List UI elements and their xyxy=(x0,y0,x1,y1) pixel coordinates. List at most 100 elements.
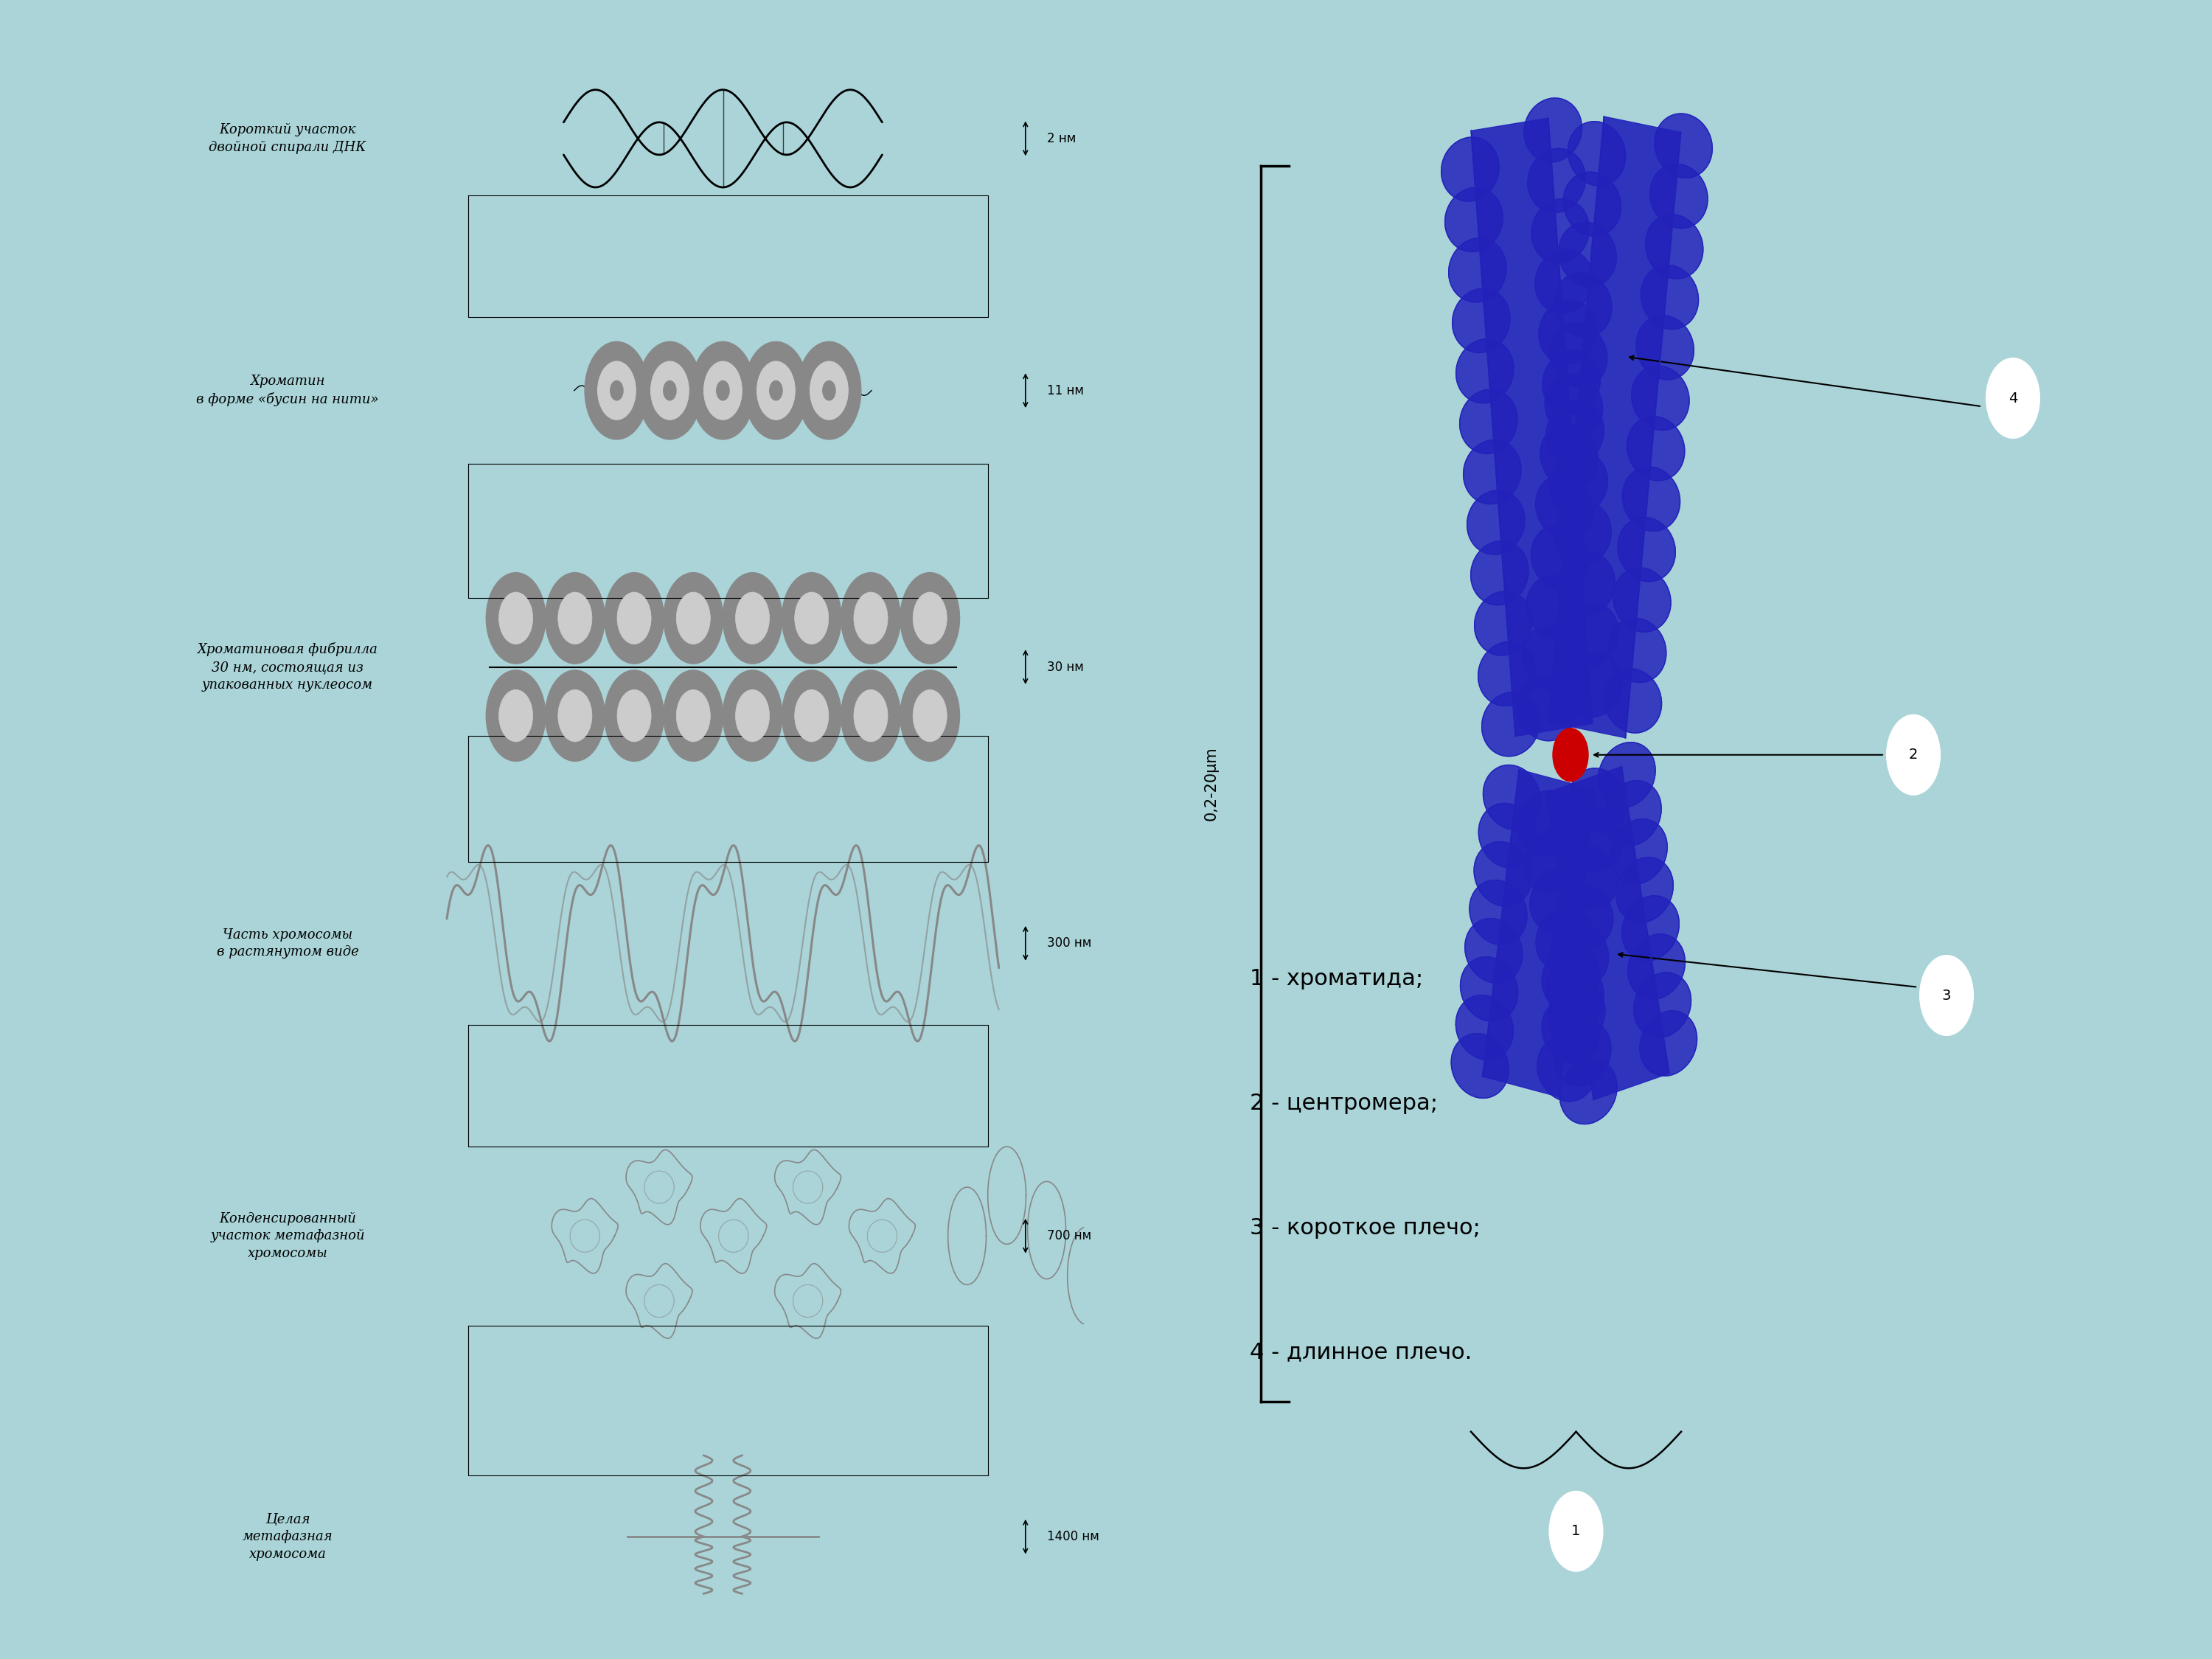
Polygon shape xyxy=(1517,677,1575,742)
Text: 3: 3 xyxy=(1942,989,1951,1002)
Text: 30 нм: 30 нм xyxy=(1046,660,1084,674)
Polygon shape xyxy=(1482,770,1595,1097)
Polygon shape xyxy=(1551,451,1608,516)
Circle shape xyxy=(1548,1491,1601,1571)
Polygon shape xyxy=(1635,972,1692,1037)
Polygon shape xyxy=(1604,781,1661,846)
Polygon shape xyxy=(1559,844,1617,909)
Circle shape xyxy=(584,342,648,440)
Polygon shape xyxy=(1559,1058,1617,1125)
Circle shape xyxy=(557,690,593,742)
Polygon shape xyxy=(1442,138,1500,201)
Circle shape xyxy=(500,690,533,742)
Text: 1 - хроматида;: 1 - хроматида; xyxy=(1250,969,1422,989)
Text: 3 - короткое плечо;: 3 - короткое плечо; xyxy=(1250,1218,1480,1238)
Polygon shape xyxy=(1632,367,1690,430)
Polygon shape xyxy=(1548,324,1608,388)
Circle shape xyxy=(546,572,604,664)
Polygon shape xyxy=(1455,338,1513,403)
Polygon shape xyxy=(1478,803,1535,868)
Polygon shape xyxy=(1535,474,1593,539)
Polygon shape xyxy=(1544,373,1601,438)
Polygon shape xyxy=(1478,642,1535,707)
Circle shape xyxy=(723,572,783,664)
Polygon shape xyxy=(1553,1020,1610,1085)
Polygon shape xyxy=(1517,790,1575,856)
Circle shape xyxy=(690,342,754,440)
Circle shape xyxy=(637,342,701,440)
Polygon shape xyxy=(1548,982,1606,1047)
Circle shape xyxy=(650,362,688,420)
Polygon shape xyxy=(1608,619,1666,682)
Polygon shape xyxy=(1471,118,1593,737)
Polygon shape xyxy=(1471,541,1528,606)
Polygon shape xyxy=(1613,567,1670,632)
Circle shape xyxy=(794,690,830,742)
Polygon shape xyxy=(1597,742,1655,808)
Circle shape xyxy=(794,592,830,644)
Polygon shape xyxy=(1621,466,1681,531)
Polygon shape xyxy=(1469,879,1526,944)
Polygon shape xyxy=(1542,944,1599,1009)
Text: Часть хромосомы
в растянутом виде: Часть хромосомы в растянутом виде xyxy=(217,927,358,959)
Polygon shape xyxy=(1621,896,1679,961)
Circle shape xyxy=(677,592,710,644)
Polygon shape xyxy=(1464,919,1522,984)
Polygon shape xyxy=(1542,999,1599,1063)
Polygon shape xyxy=(1522,625,1579,690)
Text: 2: 2 xyxy=(1909,748,1918,761)
Polygon shape xyxy=(1637,315,1694,380)
Polygon shape xyxy=(1482,692,1540,757)
Circle shape xyxy=(810,362,847,420)
Polygon shape xyxy=(1568,768,1626,833)
Text: 300 нм: 300 нм xyxy=(1046,937,1091,951)
Polygon shape xyxy=(1548,116,1681,738)
Text: 700 нм: 700 нм xyxy=(1046,1229,1091,1243)
Circle shape xyxy=(841,670,900,761)
Polygon shape xyxy=(1540,425,1597,488)
Text: Хроматиновая фибрилла
30 нм, состоящая из
упакованных нуклеосом: Хроматиновая фибрилла 30 нм, состоящая и… xyxy=(197,642,378,692)
Circle shape xyxy=(604,670,664,761)
Circle shape xyxy=(617,592,650,644)
Polygon shape xyxy=(1559,222,1617,287)
Polygon shape xyxy=(1455,995,1513,1060)
Circle shape xyxy=(823,382,836,400)
Polygon shape xyxy=(1551,922,1608,987)
Polygon shape xyxy=(1460,390,1517,453)
Polygon shape xyxy=(1568,121,1626,186)
Circle shape xyxy=(900,670,960,761)
Polygon shape xyxy=(1617,858,1672,922)
Polygon shape xyxy=(1528,148,1586,212)
Circle shape xyxy=(723,670,783,761)
Circle shape xyxy=(611,382,624,400)
Polygon shape xyxy=(1555,272,1613,337)
Circle shape xyxy=(664,382,677,400)
Circle shape xyxy=(664,670,723,761)
Polygon shape xyxy=(1482,765,1542,830)
Polygon shape xyxy=(1531,199,1588,264)
Polygon shape xyxy=(1524,830,1582,894)
Circle shape xyxy=(1887,715,1940,795)
Circle shape xyxy=(717,382,730,400)
Polygon shape xyxy=(1537,1037,1595,1102)
Polygon shape xyxy=(1542,350,1599,415)
Circle shape xyxy=(734,592,770,644)
Polygon shape xyxy=(1564,806,1621,871)
Circle shape xyxy=(597,362,635,420)
Polygon shape xyxy=(1617,518,1674,582)
Polygon shape xyxy=(1535,906,1593,971)
Circle shape xyxy=(487,670,546,761)
Circle shape xyxy=(546,670,604,761)
Polygon shape xyxy=(1467,491,1524,554)
Polygon shape xyxy=(1473,841,1531,906)
Polygon shape xyxy=(1564,654,1621,717)
Polygon shape xyxy=(1610,820,1668,884)
Polygon shape xyxy=(1604,669,1661,733)
Text: 4: 4 xyxy=(2008,392,2017,405)
Polygon shape xyxy=(1546,766,1670,1100)
Circle shape xyxy=(604,572,664,664)
Circle shape xyxy=(500,592,533,644)
Polygon shape xyxy=(1564,173,1621,236)
Circle shape xyxy=(914,690,947,742)
Polygon shape xyxy=(1475,591,1533,655)
